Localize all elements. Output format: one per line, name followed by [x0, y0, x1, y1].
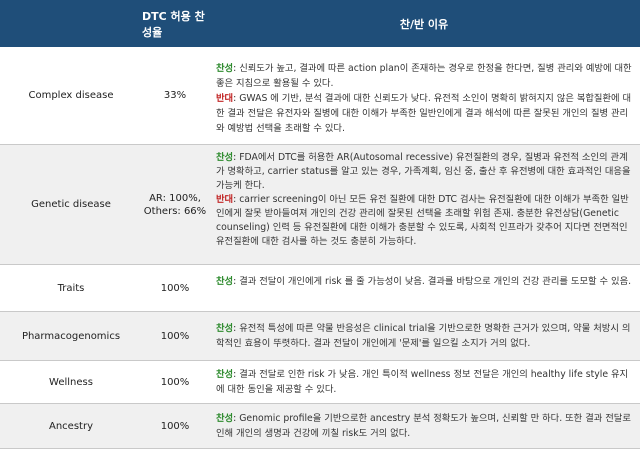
table-header: DTC 허용 찬성율 찬/반 이유 — [0, 0, 640, 47]
header-reasons: 찬/반 이유 — [399, 17, 449, 31]
con-text: : carrier screening이 아닌 모든 유전 질환에 대한 DTC… — [216, 194, 629, 247]
pro-label: 찬성 — [216, 369, 234, 380]
category-cell: Complex disease — [28, 90, 114, 101]
reason-cell: 찬성: 결과 전달이 개인에게 risk 를 줄 가능성이 낮음. 결과를 바탕… — [216, 274, 634, 289]
pro-label: 찬성 — [216, 276, 234, 287]
table-row: Complex disease 33% 찬성: 신뢰도가 높고, 결과에 따른 … — [0, 47, 640, 145]
con-label: 반대 — [216, 194, 234, 205]
pro-label: 찬성 — [216, 323, 234, 334]
reason-cell: 찬성: 유전적 특성에 따른 약물 반응성은 clinical trial을 기… — [216, 321, 634, 351]
reason-cell: 찬성: 신뢰도가 높고, 결과에 따른 action plan이 존재하는 경우… — [216, 61, 634, 136]
category-cell: Pharmacogenomics — [21, 330, 121, 342]
rate-cell: 100% — [160, 376, 190, 388]
rate-cell: 100% — [160, 330, 190, 342]
rate-cell: AR: 100%, Others: 66% — [143, 192, 207, 217]
header-category — [0, 0, 142, 47]
category-cell: Wellness — [49, 376, 93, 388]
category-cell: Ancestry — [49, 420, 93, 432]
pro-text: : FDA에서 DTC를 허용한 AR(Autosomal recessive)… — [216, 152, 631, 191]
pro-text: : 결과 전달로 인한 risk 가 낮음. 개인 특이적 wellness 정… — [216, 369, 629, 395]
reason-cell: 찬성: 결과 전달로 인한 risk 가 낮음. 개인 특이적 wellness… — [216, 367, 634, 397]
category-cell: Genetic disease — [31, 199, 111, 210]
pro-label: 찬성 — [216, 152, 234, 163]
pro-paragraph: 찬성: 결과 전달로 인한 risk 가 낮음. 개인 특이적 wellness… — [216, 367, 634, 397]
pro-paragraph: 찬성: 결과 전달이 개인에게 risk 를 줄 가능성이 낮음. 결과를 바탕… — [216, 274, 634, 289]
con-paragraph: 반대: carrier screening이 아닌 모든 유전 질환에 대한 D… — [216, 193, 634, 249]
pro-label: 찬성 — [216, 63, 234, 74]
table-row: Genetic disease AR: 100%, Others: 66% 찬성… — [0, 145, 640, 265]
table-row: Ancestry 100% 찬성: Genomic profile을 기반으로한… — [0, 404, 640, 449]
con-paragraph: 반대: GWAS 에 기반, 분석 결과에 대한 신뢰도가 낮다. 유전적 소인… — [216, 91, 634, 136]
pro-text: : Genomic profile을 기반으로한 ancestry 분석 정확도… — [216, 413, 631, 439]
table-row: Traits 100% 찬성: 결과 전달이 개인에게 risk 를 줄 가능성… — [0, 265, 640, 312]
pro-paragraph: 찬성: 유전적 특성에 따른 약물 반응성은 clinical trial을 기… — [216, 321, 634, 351]
con-label: 반대 — [216, 93, 234, 104]
rate-cell: 100% — [160, 282, 190, 294]
pro-text: : 결과 전달이 개인에게 risk 를 줄 가능성이 낮음. 결과를 바탕으로… — [233, 276, 632, 287]
category-cell: Traits — [57, 282, 85, 294]
pro-text: : 신뢰도가 높고, 결과에 따른 action plan이 존재하는 경우로 … — [216, 63, 632, 89]
reason-cell: 찬성: Genomic profile을 기반으로한 ancestry 분석 정… — [216, 411, 634, 441]
pro-text: : 유전적 특성에 따른 약물 반응성은 clinical trial을 기반으… — [216, 323, 631, 349]
rate-cell: 33% — [163, 90, 187, 101]
pro-paragraph: 찬성: 신뢰도가 높고, 결과에 따른 action plan이 존재하는 경우… — [216, 61, 634, 91]
table-row: Wellness 100% 찬성: 결과 전달로 인한 risk 가 낮음. 개… — [0, 361, 640, 404]
rate-cell: 100% — [160, 420, 190, 432]
pro-paragraph: 찬성: FDA에서 DTC를 허용한 AR(Autosomal recessiv… — [216, 151, 634, 193]
reason-cell: 찬성: FDA에서 DTC를 허용한 AR(Autosomal recessiv… — [216, 151, 634, 249]
con-text: : GWAS 에 기반, 분석 결과에 대한 신뢰도가 낮다. 유전적 소인이 … — [216, 93, 632, 134]
header-approval-rate: DTC 허용 찬성율 — [142, 9, 205, 39]
pro-paragraph: 찬성: Genomic profile을 기반으로한 ancestry 분석 정… — [216, 411, 634, 441]
table-row: Pharmacogenomics 100% 찬성: 유전적 특성에 따른 약물 … — [0, 312, 640, 361]
pro-label: 찬성 — [216, 413, 234, 424]
